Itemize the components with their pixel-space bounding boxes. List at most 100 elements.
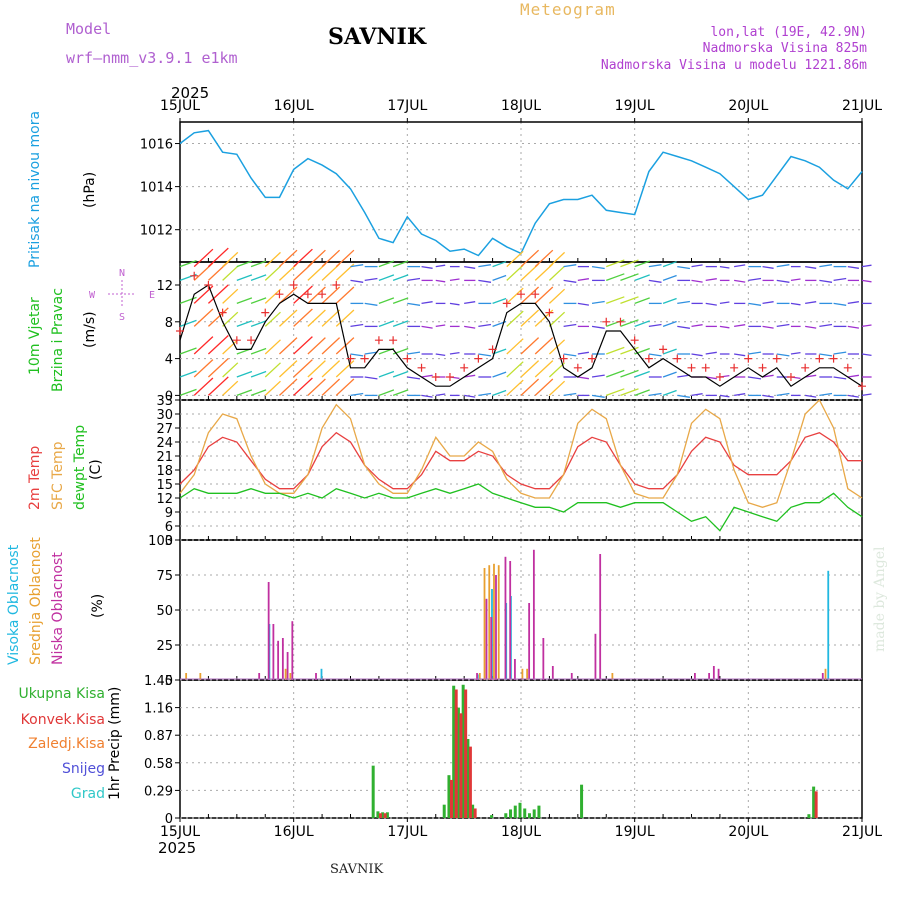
- wind-barb: [421, 394, 433, 398]
- wind-barb: [179, 259, 197, 268]
- wind-barb: [648, 353, 662, 357]
- wind-barb: [534, 337, 554, 355]
- wind-barb: [364, 302, 378, 306]
- wind-barb: [520, 337, 540, 355]
- precip-bar: [383, 813, 387, 818]
- wind-barb: [250, 297, 267, 305]
- wind-barb: [264, 311, 281, 327]
- wind-barb: [577, 351, 589, 355]
- y-tick-label: 50: [156, 604, 173, 619]
- compass-letter: W: [89, 290, 96, 301]
- wind-barb: [734, 353, 746, 357]
- wind-gust-marker: [403, 354, 412, 363]
- wind-barb: [506, 310, 524, 327]
- wind-barb: [620, 296, 639, 305]
- wind-barb: [548, 251, 566, 268]
- altitude-info: Nadmorska Visina 825m: [702, 41, 867, 56]
- wind-gust-marker: [843, 363, 852, 372]
- wind-barb: [307, 337, 326, 355]
- y-tick-label: 25: [156, 639, 173, 654]
- wind-barb: [634, 389, 650, 397]
- cloud-bar: [528, 603, 531, 680]
- wind-barb: [335, 249, 355, 268]
- wind-barb: [279, 309, 298, 327]
- y-tick-label: 15: [156, 478, 173, 493]
- day-tick-label: 19JUL: [615, 824, 655, 840]
- precip-bar: [456, 707, 460, 818]
- wind-barb: [179, 296, 197, 305]
- precip-bar: [376, 811, 380, 818]
- precip-bar: [381, 812, 385, 818]
- wind-gust-marker: [801, 363, 810, 372]
- wind-barb: [805, 301, 817, 305]
- wind-gust-marker: [545, 308, 554, 317]
- wind-gust-marker: [346, 354, 355, 363]
- wind-barb: [861, 279, 872, 283]
- cloud-bar: [267, 582, 270, 680]
- wind-gust-marker: [559, 354, 568, 363]
- wind-barb: [648, 279, 662, 283]
- wind-barb: [392, 297, 409, 305]
- wind-gust-marker: [715, 373, 724, 381]
- day-tick-label: 21JUL: [842, 824, 882, 840]
- wind-barb: [833, 376, 847, 380]
- wind-gust-marker: [602, 317, 611, 326]
- wind-barb: [236, 260, 253, 268]
- y-tick-label: 1012: [140, 224, 173, 239]
- wind-barb: [634, 274, 650, 282]
- wind-barb: [776, 264, 790, 268]
- wind-barb: [364, 351, 378, 355]
- wind-barb: [662, 261, 677, 268]
- wind-barb: [449, 278, 460, 282]
- wind-gust-marker: [289, 281, 298, 289]
- wind-gust-marker: [630, 336, 639, 345]
- cloud-bar: [493, 563, 495, 680]
- wind-barb: [606, 319, 625, 328]
- temperature-series-line-1: [179, 398, 863, 508]
- wind-barb: [520, 286, 540, 304]
- cloud-bar: [717, 668, 720, 680]
- legend-conv-rain: Konvek.Kisa: [20, 712, 105, 728]
- y-tick-label: 1.45: [144, 674, 173, 689]
- day-tick-label: 18JUL: [501, 824, 541, 840]
- wind-gust-marker: [204, 281, 213, 289]
- wind-barb: [691, 393, 703, 397]
- model-label: Model: [66, 20, 112, 38]
- cloud-bar: [490, 617, 493, 680]
- wind-barb: [833, 302, 847, 306]
- wind-barb: [222, 288, 239, 304]
- wind-barb: [321, 249, 341, 268]
- wind-barb: [279, 249, 298, 268]
- wind-gust-marker: [431, 373, 440, 381]
- wind-barb: [762, 325, 774, 329]
- precip-bar: [442, 804, 446, 818]
- wind-barb: [606, 273, 625, 282]
- wind-barb: [236, 297, 253, 305]
- y-tick-label: 100: [148, 534, 173, 549]
- precip-bar: [385, 812, 389, 818]
- day-tick-label: 17JUL: [387, 98, 427, 114]
- panel-frame-4: [179, 679, 863, 819]
- wind-barb: [279, 378, 298, 396]
- cloud-bar: [526, 668, 529, 680]
- precip-bar: [523, 808, 527, 818]
- wind-barb: [293, 248, 313, 268]
- wind-barb: [464, 394, 476, 398]
- wind-barb: [293, 285, 313, 304]
- wind-barb: [279, 337, 298, 355]
- wind-barb: [548, 380, 566, 396]
- wind-barb: [591, 394, 605, 398]
- year-top: 2025: [171, 84, 210, 102]
- precip-bar: [509, 809, 513, 818]
- wind-gust-marker: [616, 317, 625, 326]
- day-tick-label: 19JUL: [615, 98, 655, 114]
- precip-bar: [461, 684, 465, 818]
- wind-barb: [520, 249, 540, 268]
- wind-gust-marker: [417, 363, 426, 372]
- wind-barb: [250, 320, 267, 328]
- precip-bar: [452, 685, 456, 818]
- cloud-bar: [320, 668, 323, 680]
- product-name: Meteogram: [520, 0, 616, 19]
- wind-barb: [222, 251, 239, 268]
- precip-bar: [371, 765, 375, 818]
